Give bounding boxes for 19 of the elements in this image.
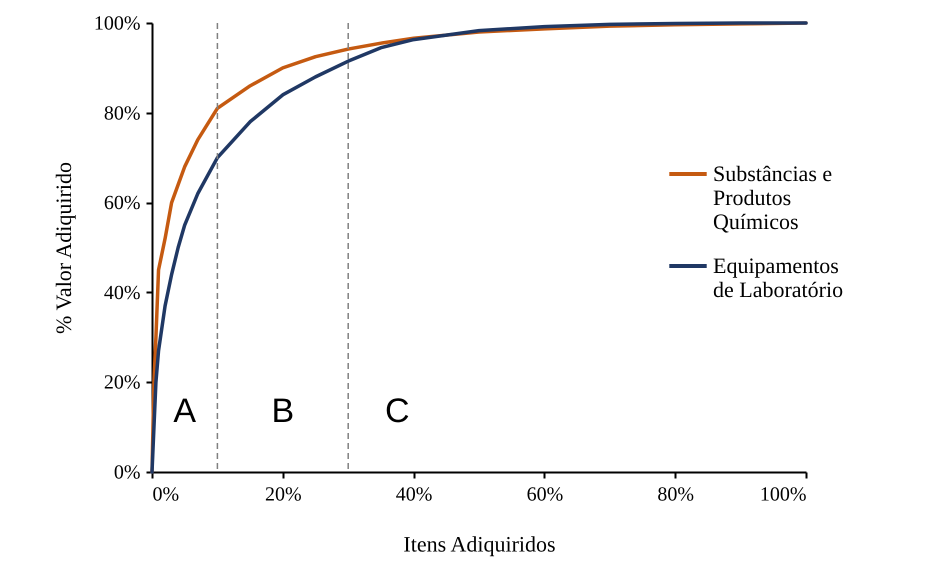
x-tick-label: 20% xyxy=(264,484,302,506)
y-tick-label: 40% xyxy=(104,282,140,304)
y-axis-title: % Valor Adiquirido xyxy=(50,162,76,334)
x-tick-label: 60% xyxy=(526,484,564,506)
x-tick-label: 0% xyxy=(152,484,180,506)
x-tick-label: 100% xyxy=(760,484,806,506)
y-tick-label: 0% xyxy=(114,462,140,484)
legend-label: Substâncias e Produtos Químicos xyxy=(713,161,832,234)
x-tick-label: 40% xyxy=(396,484,432,506)
y-tick-label: 60% xyxy=(104,192,140,214)
x-axis-title: Itens Adiquiridos xyxy=(403,532,556,556)
y-tick-label: 80% xyxy=(104,102,140,124)
annotation: A xyxy=(173,392,196,430)
legend-label: Equipamentos de Laboratório xyxy=(713,253,844,302)
x-tick-label: 80% xyxy=(657,484,694,506)
y-tick-label: 100% xyxy=(94,12,140,34)
annotation: B xyxy=(271,392,294,430)
annotation: C xyxy=(384,392,410,430)
y-tick-label: 20% xyxy=(104,372,140,394)
